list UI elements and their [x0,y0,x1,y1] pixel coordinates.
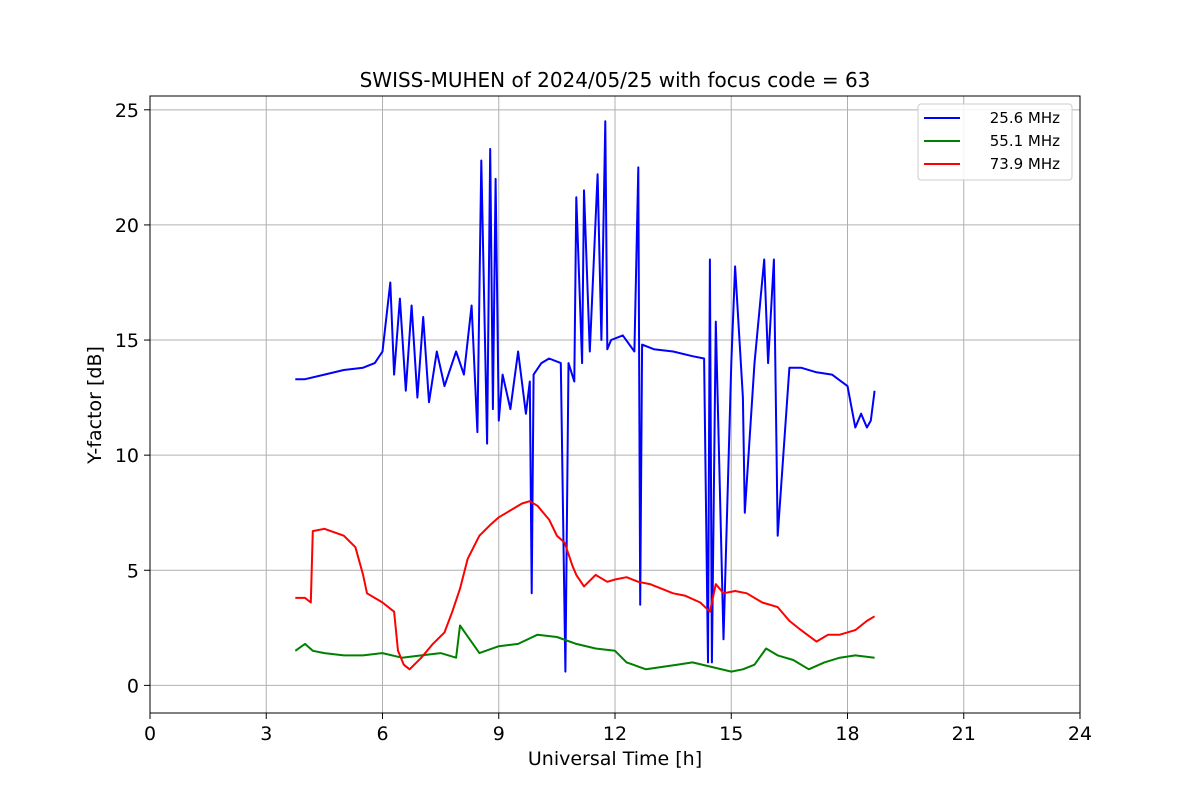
x-axis: 0 3 6 9 12 15 18 21 24 [144,713,1092,745]
series-line-2 [295,500,876,671]
y-tick-label: 5 [127,560,139,582]
legend: 25.6 MHz 55.1 MHz 73.9 MHz [917,103,1073,181]
series-line-0 [295,120,876,673]
y-tick-label: 15 [115,330,139,352]
series-line-1 [294,624,875,673]
x-tick-label: 21 [952,723,976,745]
legend-label-0: 25.6 MHz [990,109,1060,127]
x-tick-label: 6 [376,723,388,745]
legend-label-1: 55.1 MHz [990,132,1060,150]
x-tick-label: 12 [603,723,627,745]
x-axis-title: Universal Time [h] [528,748,702,770]
legend-label-2: 73.9 MHz [990,155,1060,173]
x-tick-label: 9 [493,723,505,745]
y-tick-label: 20 [115,215,139,237]
y-tick-label: 25 [115,100,139,122]
chart-title: SWISS-MUHEN of 2024/05/25 with focus cod… [360,68,871,92]
x-tick-label: 24 [1068,723,1092,745]
x-tick-label: 15 [719,723,743,745]
series-group [294,120,876,673]
y-axis-title: Y-factor [dB] [84,346,106,465]
legend-box [917,103,1073,181]
x-tick-label: 0 [144,723,156,745]
x-tick-label: 3 [260,723,272,745]
x-tick-label: 18 [835,723,859,745]
y-axis: 0 5 10 15 20 25 [115,100,150,697]
y-tick-label: 10 [115,445,139,467]
y-tick-label: 0 [127,675,139,697]
